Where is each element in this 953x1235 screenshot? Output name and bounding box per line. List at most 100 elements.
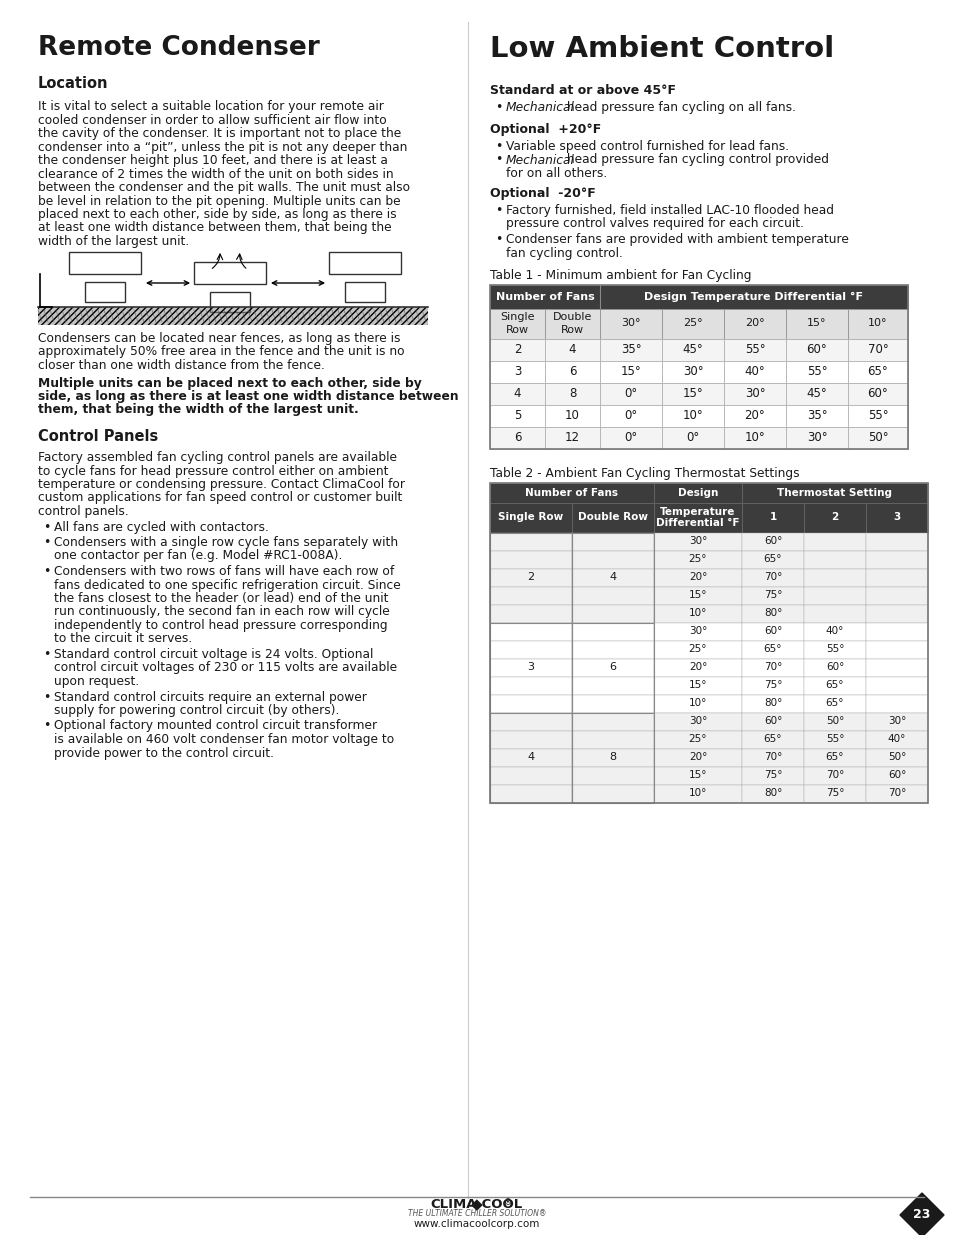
Bar [803,641,865,658]
Text: 3: 3 [527,662,534,673]
Bar [544,383,599,405]
Text: Temperature
Differential °F: Temperature Differential °F [656,506,739,529]
Text: 1: 1 [768,513,776,522]
Text: Single Row: Single Row [497,513,563,522]
Text: 70°: 70° [763,662,781,673]
Text: 8: 8 [568,387,576,400]
Bar [490,748,572,767]
Text: •: • [43,520,51,534]
Bar [572,587,654,604]
Text: Condensers with a single row cycle fans separately with: Condensers with a single row cycle fans … [54,536,397,550]
Bar [847,338,907,361]
Bar [490,694,572,713]
Bar [661,405,723,426]
Text: 75°: 75° [763,771,781,781]
Text: Standard control circuit voltage is 24 volts. Optional: Standard control circuit voltage is 24 v… [54,648,373,661]
Text: Factory furnished, field installed LAC-10 flooded head: Factory furnished, field installed LAC-1… [505,204,833,217]
Bar [654,568,741,587]
Text: ®: ® [503,1198,512,1208]
Text: 8: 8 [609,752,616,762]
Bar [661,383,723,405]
Text: control panels.: control panels. [38,505,129,517]
Text: be level in relation to the pit opening. Multiple units can be: be level in relation to the pit opening.… [38,194,400,207]
Bar [654,730,741,748]
Bar [599,284,907,309]
Text: 10°: 10° [682,409,702,422]
Text: 10°: 10° [688,609,706,619]
Bar [803,503,865,532]
Bar [865,551,927,568]
Polygon shape [899,1193,943,1235]
Bar [803,568,865,587]
Text: 15°: 15° [620,366,640,378]
Text: •: • [495,204,502,217]
Text: 0°: 0° [623,409,637,422]
Bar [785,426,847,448]
Text: 65°: 65° [763,735,781,745]
Bar [599,309,661,338]
Bar [865,503,927,532]
Text: 25°: 25° [682,319,702,329]
Bar [490,622,572,713]
Bar [661,426,723,448]
Bar [865,694,927,713]
Text: the fans closest to the header (or lead) end of the unit: the fans closest to the header (or lead)… [54,592,388,605]
Bar [599,426,661,448]
Text: condenser into a “pit”, unless the pit is not any deeper than: condenser into a “pit”, unless the pit i… [38,141,407,153]
Text: 3: 3 [514,366,520,378]
Text: 60°: 60° [806,343,826,356]
Text: head pressure fan cycling on all fans.: head pressure fan cycling on all fans. [562,101,795,114]
Text: 75°: 75° [763,680,781,690]
Bar [741,658,803,677]
Text: Number of Fans: Number of Fans [525,488,618,498]
Text: Optional  -20°F: Optional -20°F [490,186,595,200]
Text: 55°: 55° [825,645,843,655]
Text: Design Temperature Differential °F: Design Temperature Differential °F [644,291,862,301]
Bar [572,677,654,694]
Text: CLIMA: CLIMA [430,1198,476,1212]
Bar [741,568,803,587]
Text: 20°: 20° [688,573,706,583]
Bar [490,338,544,361]
Text: pressure control valves required for each circuit.: pressure control valves required for eac… [505,217,803,231]
Text: 15°: 15° [688,680,706,690]
Bar [654,767,741,784]
Bar [865,604,927,622]
Bar [654,587,741,604]
Bar [723,426,785,448]
Text: 20°: 20° [744,409,764,422]
Bar [654,551,741,568]
Bar [803,677,865,694]
Text: 30°: 30° [887,716,905,726]
Text: the cavity of the condenser. It is important not to place the: the cavity of the condenser. It is impor… [38,127,401,140]
Text: Design: Design [677,488,718,498]
Text: 0°: 0° [623,431,637,445]
Bar [865,587,927,604]
Bar [490,767,572,784]
Text: •: • [43,564,51,578]
Bar [572,784,654,803]
Text: 50°: 50° [887,752,905,762]
Bar [865,677,927,694]
Bar [490,361,544,383]
Bar [803,713,865,730]
Text: 35°: 35° [620,343,640,356]
Bar [544,426,599,448]
Text: 30°: 30° [688,536,706,547]
Text: Thermostat Setting: Thermostat Setting [777,488,892,498]
Text: between the condenser and the pit walls. The unit must also: between the condenser and the pit walls.… [38,182,410,194]
Text: 30°: 30° [806,431,826,445]
Bar [803,658,865,677]
Text: 2: 2 [514,343,520,356]
Text: control circuit voltages of 230 or 115 volts are available: control circuit voltages of 230 or 115 v… [54,662,396,674]
Bar [654,677,741,694]
Text: supply for powering control circuit (by others).: supply for powering control circuit (by … [54,704,339,718]
Bar [490,532,572,622]
Text: width of the largest unit.: width of the largest unit. [38,235,189,248]
Text: 65°: 65° [866,366,887,378]
Text: Multiple units can be placed next to each other, side by: Multiple units can be placed next to eac… [38,377,421,389]
Text: www.climacoolcorp.com: www.climacoolcorp.com [414,1219,539,1229]
Text: 20°: 20° [688,752,706,762]
Text: •: • [495,233,502,246]
Text: placed next to each other, side by side, as long as there is: placed next to each other, side by side,… [38,207,396,221]
